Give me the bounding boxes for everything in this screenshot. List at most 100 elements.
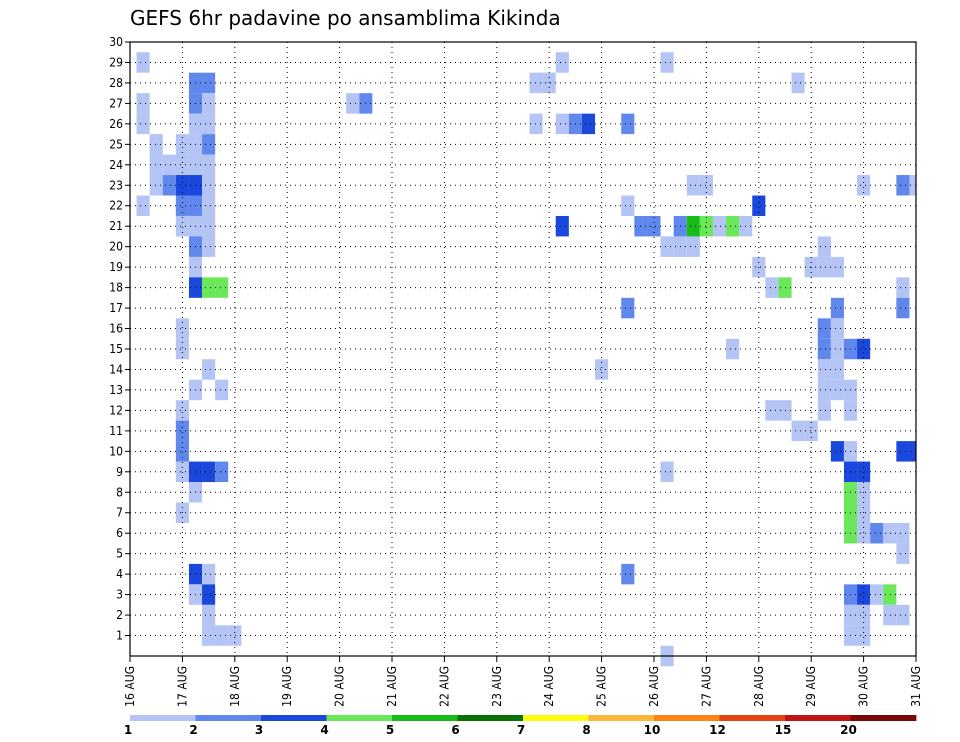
colorbar-label: 12	[709, 723, 726, 737]
x-tick-label: 21 AUG	[385, 666, 399, 707]
precip-cell	[215, 277, 229, 298]
precip-cell	[896, 441, 910, 462]
y-tick-label: 21	[109, 219, 123, 233]
y-tick-label: 18	[109, 281, 123, 295]
precip-cell	[896, 604, 910, 626]
precip-cell	[202, 461, 216, 483]
colorbar-swatch	[654, 715, 720, 721]
y-tick-label: 29	[109, 55, 123, 69]
precip-cell	[686, 215, 700, 237]
precip-cell	[175, 461, 189, 483]
precip-cell	[712, 215, 727, 237]
y-tick-label: 25	[109, 137, 123, 151]
precip-cell	[529, 72, 543, 94]
y-tick-label: 19	[109, 260, 123, 274]
precip-cell	[909, 175, 916, 196]
precip-cell	[202, 584, 216, 605]
y-tick-label: 10	[109, 444, 123, 458]
precip-cell	[202, 625, 216, 646]
precip-cell	[215, 625, 229, 646]
precip-cell	[686, 236, 700, 257]
precip-cell	[581, 113, 596, 135]
precip-cell	[870, 584, 884, 605]
colorbar-swatch	[588, 715, 655, 721]
y-axis: 1234567891011121314151617181920212223242…	[109, 35, 130, 643]
precip-cell	[857, 461, 871, 483]
precip-cell	[175, 338, 189, 360]
precip-cell	[817, 338, 831, 360]
precip-cell	[817, 359, 831, 380]
precip-cell	[175, 441, 189, 462]
precip-cell	[215, 461, 229, 483]
x-axis: 16 AUG 17 AUG 18 AUG 19 AUG 20 AUG 21 AUG 22 A…	[123, 656, 923, 707]
x-tick-label: 30 AUG	[857, 666, 871, 707]
precip-cell	[857, 625, 871, 646]
precip-cell	[883, 584, 897, 605]
colorbar: 1 2 3 4 5 6 7 8 10 12 15 20	[124, 715, 917, 737]
colorbar-swatch	[130, 715, 196, 721]
y-tick-label: 8	[116, 485, 123, 499]
precip-cell	[791, 72, 805, 94]
colorbar-label: 1	[124, 723, 132, 737]
y-tick-label: 30	[109, 35, 123, 49]
precip-cell	[896, 297, 910, 319]
y-tick-label: 22	[109, 199, 123, 213]
colorbar-swatch	[195, 715, 262, 721]
precip-cell	[621, 297, 635, 319]
precip-cell	[830, 338, 844, 360]
precip-cell	[817, 318, 831, 339]
x-tick-label: 22 AUG	[437, 666, 451, 707]
precip-cell	[817, 379, 831, 401]
precip-cell	[857, 175, 871, 196]
y-tick-label: 17	[109, 301, 123, 315]
y-tick-label: 1	[116, 629, 123, 643]
precip-cell	[175, 420, 189, 442]
colorbar-label: 2	[189, 723, 197, 737]
precip-cell	[870, 522, 884, 544]
colorbar-label: 8	[582, 723, 590, 737]
x-tick-label: 16 AUG	[123, 666, 137, 707]
colorbar-label: 5	[386, 723, 394, 737]
precip-cell	[699, 215, 713, 237]
precip-cell	[817, 236, 831, 257]
y-tick-label: 2	[116, 608, 123, 622]
precip-cell	[896, 175, 910, 196]
precip-cell	[136, 52, 150, 73]
y-tick-label: 12	[109, 403, 123, 417]
precip-cell	[699, 175, 713, 196]
y-tick-label: 3	[116, 588, 123, 602]
colorbar-swatch	[326, 715, 393, 721]
y-tick-label: 7	[116, 506, 123, 520]
precip-cell	[136, 113, 150, 135]
x-tick-label: 27 AUG	[699, 666, 713, 707]
precip-cell	[228, 625, 242, 646]
precip-cell	[830, 441, 844, 462]
precip-cell	[660, 236, 674, 257]
precip-cell	[726, 215, 740, 237]
x-tick-label: 23 AUG	[490, 666, 504, 707]
colorbar-swatch	[392, 715, 458, 721]
colorbar-label: 20	[840, 723, 857, 737]
precip-cell	[202, 236, 216, 257]
chart-title: GEFS 6hr padavine po ansamblima Kikinda	[130, 6, 561, 30]
y-tick-label: 14	[109, 362, 123, 376]
precip-cell	[555, 113, 569, 135]
precip-cell	[660, 461, 674, 483]
y-tick-label: 23	[109, 178, 123, 192]
x-tick-label: 31 AUG	[909, 666, 923, 707]
colorbar-swatch	[457, 715, 524, 721]
precip-cell	[202, 72, 216, 94]
precip-cell	[202, 113, 216, 135]
colorbar-swatch	[850, 715, 917, 721]
precip-cell	[660, 52, 674, 73]
precip-cell	[202, 175, 216, 196]
x-tick-label: 26 AUG	[647, 666, 661, 707]
precip-cell	[175, 195, 189, 216]
x-tick-label: 19 AUG	[280, 666, 294, 707]
y-tick-label: 4	[116, 567, 123, 581]
precip-cell	[830, 297, 844, 319]
y-tick-label: 24	[109, 158, 123, 172]
precip-cell	[857, 522, 871, 544]
colorbar-label: 15	[775, 723, 792, 737]
